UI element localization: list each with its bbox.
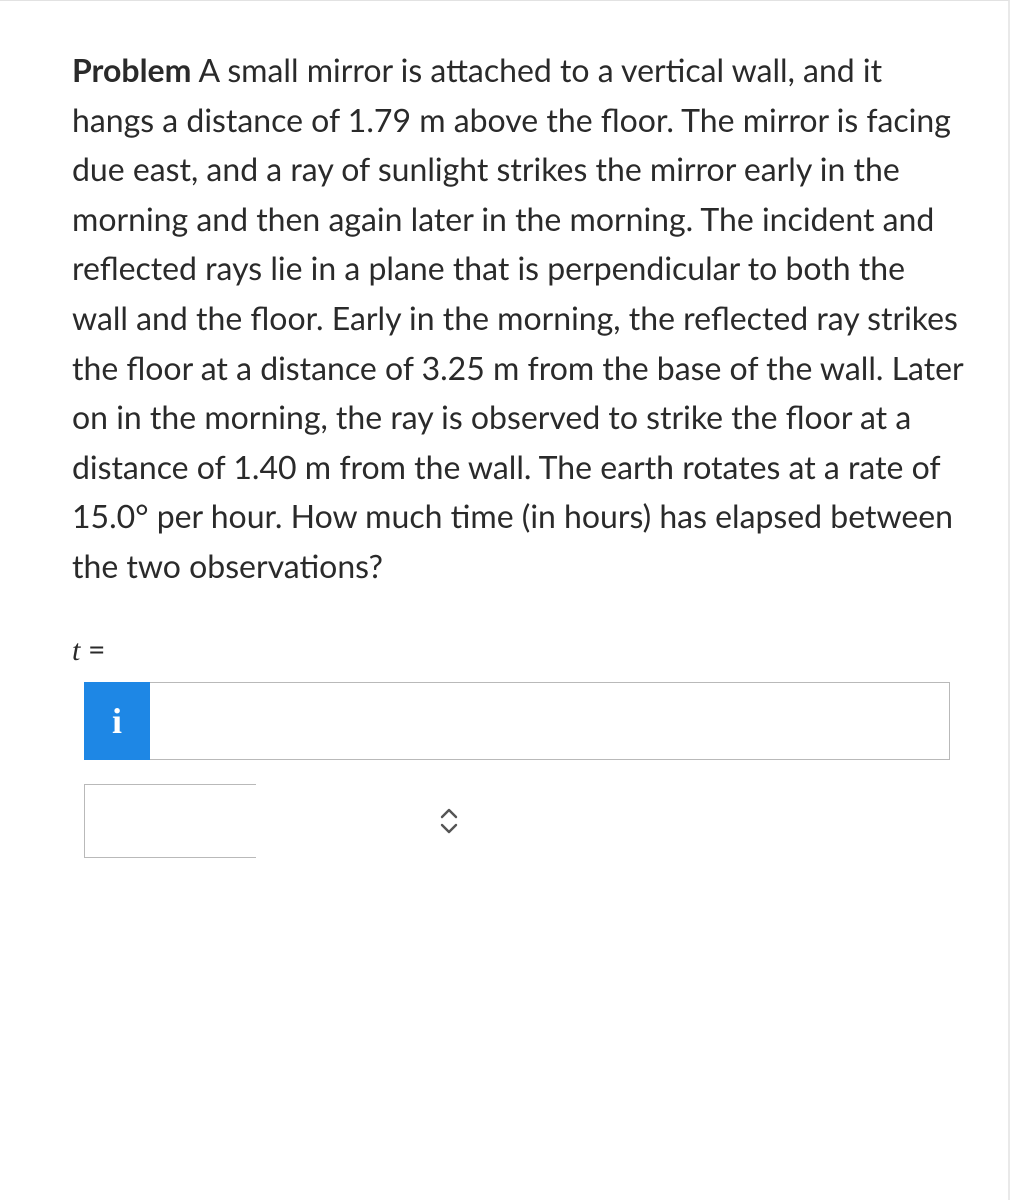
- unit-stepper: [84, 784, 256, 858]
- problem-label: Problem: [72, 50, 191, 89]
- problem-statement: Problem A small mirror is attached to a …: [72, 45, 968, 591]
- chevron-down-icon: [440, 822, 458, 834]
- chevron-up-icon: [440, 808, 458, 820]
- answer-input[interactable]: [150, 682, 950, 760]
- stepper-arrows[interactable]: [440, 785, 458, 857]
- equals-sign: =: [80, 631, 105, 667]
- answer-input-row: i: [84, 682, 968, 760]
- answer-variable-label: t =: [72, 631, 968, 668]
- info-button[interactable]: i: [84, 682, 150, 760]
- stepper-input[interactable]: [85, 785, 440, 857]
- info-icon: i: [112, 700, 122, 742]
- problem-page: Problem A small mirror is attached to a …: [0, 0, 1010, 1200]
- unit-stepper-row: [84, 784, 968, 858]
- problem-body: A small mirror is attached to a vertical…: [72, 50, 963, 585]
